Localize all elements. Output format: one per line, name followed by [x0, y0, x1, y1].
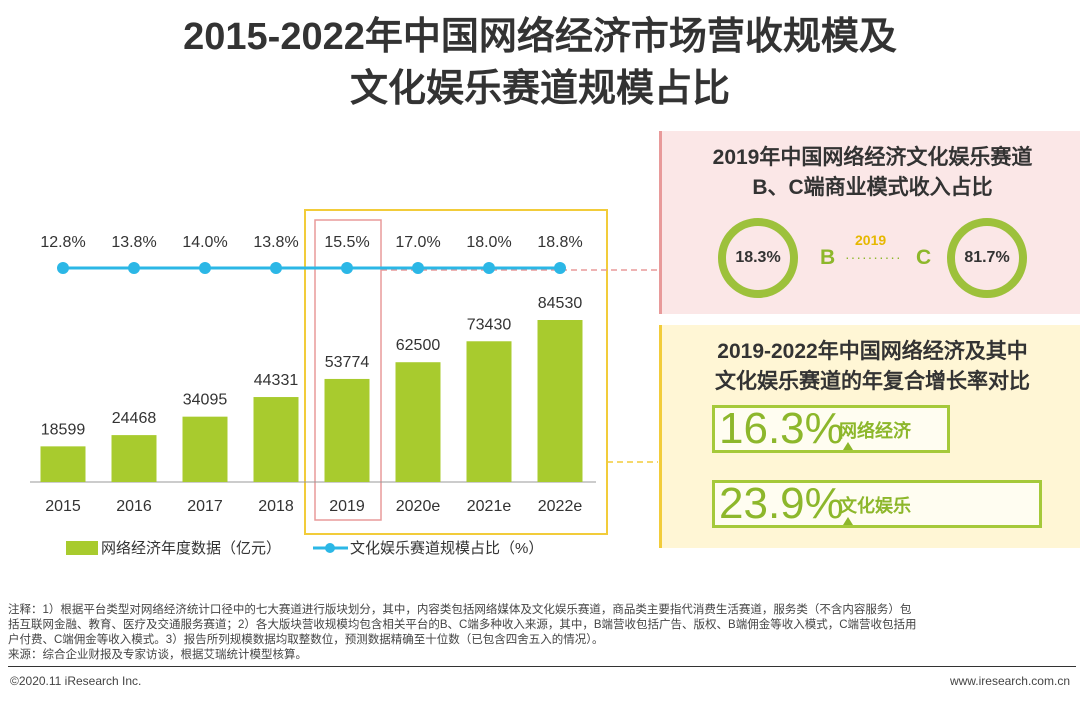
- bar-value-2018: 44331: [254, 372, 299, 389]
- bc-year: 2019: [855, 232, 887, 248]
- forecast-highlight-box: [304, 209, 608, 535]
- x-tick-2017: 2017: [187, 498, 223, 515]
- share-point-2021e: [483, 262, 495, 274]
- x-tick-2019: 2019: [329, 498, 365, 515]
- b-share-circle: 18.3%: [718, 218, 798, 298]
- share-point-2020e: [412, 262, 424, 274]
- share-point-2022e: [554, 262, 566, 274]
- bar-value-2022e: 84530: [538, 295, 583, 312]
- bar-2017: [182, 416, 228, 482]
- cagr-culture-label: 文化娱乐: [839, 496, 911, 516]
- cagr-culture-value: 23.9%: [719, 479, 844, 528]
- source-line: 来源：综合企业财报及专家访谈，根据艾瑞统计模型核算。: [8, 649, 307, 661]
- c-label: C: [916, 246, 932, 269]
- c-share-circle: 81.7%: [947, 218, 1027, 298]
- bar-2020e: [395, 362, 441, 482]
- up-arrow-icon: [843, 517, 853, 525]
- copyright: ©2020.11 iResearch Inc.: [10, 674, 142, 688]
- legend-bar-label: 网络经济年度数据（亿元）: [101, 540, 281, 557]
- title-line1: 2015-2022年中国网络经济市场营收规模及: [183, 16, 897, 58]
- bc-panel-title2: B、C端商业模式收入占比: [752, 176, 993, 199]
- b-share-value: 18.3%: [735, 249, 781, 266]
- bar-value-2021e: 73430: [467, 316, 512, 333]
- cagr-panel: 2019-2022年中国网络经济及其中 文化娱乐赛道的年复合增长率对比 16.3…: [659, 325, 1080, 548]
- legend-line-marker: [325, 543, 335, 553]
- bar-value-2015: 18599: [41, 421, 86, 438]
- x-tick-2015: 2015: [45, 498, 81, 515]
- bc-panel: 2019年中国网络经济文化娱乐赛道 B、C端商业模式收入占比 18.3% B 2…: [659, 131, 1080, 314]
- up-arrow-icon: [843, 442, 853, 450]
- legend-line-label: 文化娱乐赛道规模占比（%）: [350, 540, 543, 557]
- year-2019-highlight-box: [314, 219, 382, 521]
- bar-2015: [40, 446, 86, 482]
- pct-label-2018: 13.8%: [253, 234, 298, 251]
- pct-label-2019: 15.5%: [324, 234, 369, 251]
- share-point-2016: [128, 262, 140, 274]
- x-tick-2022e: 2022e: [538, 498, 583, 515]
- x-tick-2020e: 2020e: [396, 498, 441, 515]
- bar-value-2017: 34095: [183, 392, 228, 409]
- x-tick-2018: 2018: [258, 498, 294, 515]
- share-point-2019: [341, 262, 353, 274]
- bc-dotted-connector: ··········: [845, 249, 902, 265]
- bar-value-2020e: 62500: [396, 337, 441, 354]
- bar-value-2019: 53774: [325, 354, 370, 371]
- cagr-panel-title2: 文化娱乐赛道的年复合增长率对比: [715, 370, 1030, 393]
- x-tick-2016: 2016: [116, 498, 152, 515]
- pct-label-2015: 12.8%: [40, 234, 85, 251]
- legend-bar-swatch: [66, 541, 98, 555]
- cagr-box-network: 16.3% 网络经济: [712, 405, 950, 453]
- share-point-2018: [270, 262, 282, 274]
- pct-label-2022e: 18.8%: [537, 234, 582, 251]
- pct-label-2021e: 18.0%: [466, 234, 511, 251]
- cagr-box-culture: 23.9% 文化娱乐: [712, 480, 1042, 528]
- x-tick-2021e: 2021e: [467, 498, 512, 515]
- title-line2: 文化娱乐赛道规模占比: [349, 68, 730, 110]
- bar-2022e: [537, 320, 583, 482]
- bar-value-2016: 24468: [112, 410, 157, 427]
- bar-2018: [253, 397, 299, 482]
- footer-divider: [8, 666, 1076, 667]
- bar-2021e: [466, 341, 512, 482]
- note-line3: 户付费、C端佣金等收入模式。3）报告所列规模数据均取整数位，预测数据精确至十位数…: [8, 634, 604, 646]
- c-share-value: 81.7%: [964, 249, 1010, 266]
- pct-label-2016: 13.8%: [111, 234, 156, 251]
- bc-panel-title1: 2019年中国网络经济文化娱乐赛道: [712, 146, 1033, 169]
- share-point-2015: [57, 262, 69, 274]
- bar-2016: [111, 435, 157, 482]
- share-point-2017: [199, 262, 211, 274]
- note-line1: 注释：1）根据平台类型对网络经济统计口径中的七大赛道进行版块划分，其中，内容类包…: [8, 604, 912, 616]
- b-label: B: [820, 246, 836, 269]
- pct-label-2017: 14.0%: [182, 234, 227, 251]
- website: www.iresearch.com.cn: [949, 674, 1070, 688]
- cagr-network-label: 网络经济: [839, 421, 911, 441]
- note-line2: 括互联网金融、教育、医疗及交通服务赛道；2）各大版块营收规模均包含相关平台的B、…: [8, 619, 917, 631]
- cagr-panel-title1: 2019-2022年中国网络经济及其中: [717, 340, 1028, 363]
- pct-label-2020e: 17.0%: [395, 234, 440, 251]
- bar-2019: [324, 378, 370, 482]
- cagr-network-value: 16.3%: [719, 404, 844, 453]
